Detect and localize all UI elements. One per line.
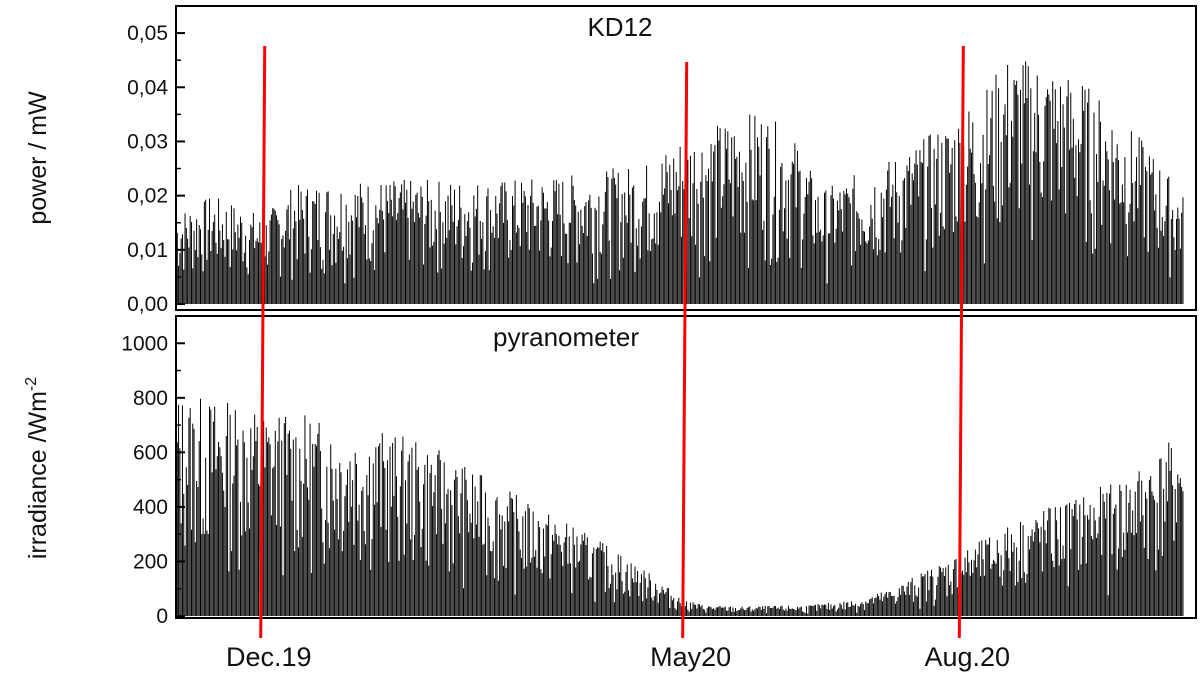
- irradiance-bars: [175, 398, 1184, 616]
- irradiance-tick-label: 200: [133, 550, 168, 573]
- marker-line: [957, 45, 965, 639]
- power-bars: [175, 61, 1184, 304]
- irradiance-panel-title: pyranometer: [493, 322, 639, 352]
- marker-label: May20: [650, 642, 731, 672]
- irradiance-panel: 0 200 400 600 800 1000 pyranometer irradiance…: [23, 315, 1197, 628]
- irradiance-tick-label: 0: [156, 605, 168, 628]
- power-y-ticks: 0,00 0,01 0,02 0,03 0,04 0,05: [127, 22, 185, 316]
- power-y-axis-label: power / mW: [24, 91, 52, 225]
- power-tick-label: 0,00: [127, 293, 168, 316]
- irradiance-y-axis-label-text: irradiance /Wm: [24, 391, 52, 559]
- power-tick-label: 0,04: [127, 76, 168, 99]
- marker-label: Aug.20: [925, 642, 1011, 672]
- marker-label: Dec.19: [226, 642, 312, 672]
- power-tick-label: 0,05: [127, 22, 168, 45]
- irradiance-tick-label: 1000: [121, 332, 168, 355]
- power-panel: 0,00 0,01 0,02 0,03 0,04 0,05 KD12 power / mW: [24, 5, 1197, 316]
- power-tick-label: 0,02: [127, 185, 168, 208]
- power-panel-title: KD12: [587, 12, 652, 42]
- power-tick-label: 0,03: [127, 130, 168, 153]
- irradiance-tick-label: 400: [133, 496, 168, 519]
- irradiance-tick-label: 800: [133, 387, 168, 410]
- marker-line: [681, 61, 689, 639]
- irradiance-y-ticks: 0 200 400 600 800 1000: [121, 332, 185, 628]
- date-markers: Dec.19 May20 Aug.20: [226, 45, 1011, 672]
- irradiance-y-axis-label-sup: -2: [23, 377, 40, 391]
- irradiance-y-axis-label: irradiance /Wm-2: [23, 377, 52, 559]
- irradiance-tick-label: 600: [133, 441, 168, 464]
- power-tick-label: 0,01: [127, 239, 168, 262]
- marker-line: [259, 45, 267, 639]
